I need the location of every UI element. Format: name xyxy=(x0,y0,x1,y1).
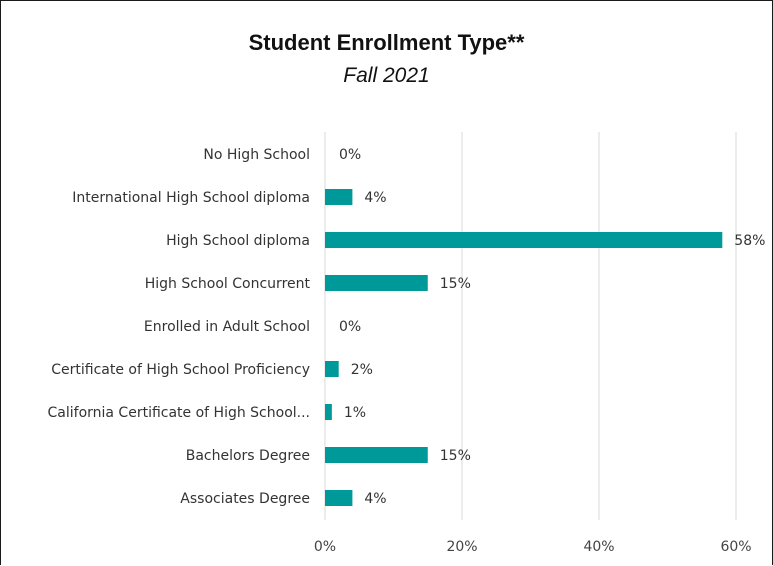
category-label: International High School diploma xyxy=(72,190,310,206)
bar xyxy=(325,189,353,205)
chart-subtitle: Fall 2021 xyxy=(343,64,430,87)
data-label: 4% xyxy=(364,190,386,206)
bar xyxy=(325,447,428,463)
category-label: High School diploma xyxy=(166,233,310,249)
data-label: 1% xyxy=(344,405,366,421)
category-label: California Certificate of High School... xyxy=(48,405,311,421)
data-label: 15% xyxy=(440,448,471,464)
data-label: 0% xyxy=(339,147,361,163)
bar xyxy=(325,361,339,377)
data-label: 58% xyxy=(734,233,765,249)
category-label: Enrolled in Adult School xyxy=(144,319,310,335)
data-label: 4% xyxy=(364,491,386,507)
bar xyxy=(325,404,332,420)
category-label: High School Concurrent xyxy=(145,276,311,292)
bar xyxy=(325,275,428,291)
data-label: 2% xyxy=(351,362,373,378)
category-label: Bachelors Degree xyxy=(186,448,310,464)
bar xyxy=(325,490,353,506)
x-tick-label: 60% xyxy=(720,539,751,555)
category-label: No High School xyxy=(203,147,310,163)
category-label: Associates Degree xyxy=(180,491,310,507)
data-label: 0% xyxy=(339,319,361,335)
x-tick-label: 20% xyxy=(446,539,477,555)
chart-title: Student Enrollment Type** xyxy=(248,30,525,55)
data-label: 15% xyxy=(440,276,471,292)
x-tick-label: 40% xyxy=(583,539,614,555)
x-tick-label: 0% xyxy=(314,539,336,555)
bar xyxy=(325,232,723,248)
category-label: Certificate of High School Proficiency xyxy=(51,362,310,378)
